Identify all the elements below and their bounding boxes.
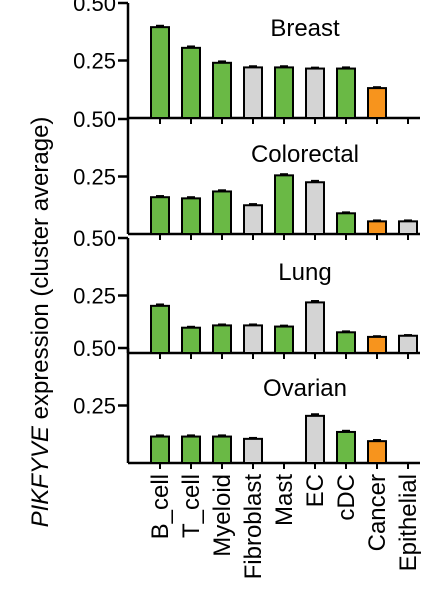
bar-cdc — [336, 67, 356, 120]
panel-title: Breast — [270, 15, 340, 42]
x-tick-label: EC — [302, 474, 329, 507]
bar-t-cell — [181, 435, 201, 464]
panel-ovarian: 0.50 0.25 Ovarian — [73, 336, 420, 469]
x-tick-label: Myeloid — [209, 474, 236, 557]
y-axis-label-rest: expression (cluster average) — [27, 117, 54, 426]
x-tick-labels: B_cell T_cell Myeloid Fibroblast Mast EC cDC Ca… — [147, 474, 422, 580]
bar-cancer — [367, 335, 387, 354]
bar-cancer — [367, 220, 387, 236]
bar-myeloid — [212, 61, 232, 119]
bar-cancer — [367, 440, 387, 464]
bar-ec — [305, 301, 325, 354]
panel-title: Colorectal — [251, 141, 359, 168]
bar-fibroblast — [243, 437, 263, 465]
x-tick-label: Epithelial — [395, 474, 422, 571]
panel-title: Ovarian — [263, 375, 347, 402]
bar-fibroblast — [243, 324, 263, 354]
y-axis-label: PIKFYVE expression (cluster average) — [27, 117, 54, 528]
x-tick-label: Mast — [271, 474, 298, 526]
x-tick-label: T_cell — [178, 474, 205, 538]
x-tick-label: Cancer — [364, 474, 391, 551]
bar-myeloid — [212, 190, 232, 235]
bar-b-cell — [150, 196, 170, 235]
x-tick-label: cDC — [333, 474, 360, 521]
bar-cdc — [336, 212, 356, 236]
panel-title: Lung — [278, 259, 331, 286]
bar-fibroblast — [243, 204, 263, 235]
bar-b-cell — [150, 304, 170, 355]
bar-cdc — [336, 430, 356, 465]
y-tick-label: 0.25 — [73, 284, 116, 309]
bar-fibroblast — [243, 66, 263, 119]
y-tick-label: 0.50 — [73, 0, 116, 16]
bar-epithelial — [398, 220, 418, 236]
y-tick-label: 0.50 — [73, 107, 116, 132]
y-tick-label: 0.25 — [73, 49, 116, 74]
x-tick-label: B_cell — [147, 474, 174, 539]
x-tick-label: Fibroblast — [240, 474, 267, 580]
bar-mast — [274, 325, 294, 354]
panels: 0.50 0.25 Breast 0.50 0.25 Colorectal 0.50 0.25… — [73, 0, 420, 469]
y-tick-label: 0.50 — [73, 226, 116, 251]
bar-cancer — [367, 87, 387, 119]
y-tick-label: 0.25 — [73, 165, 116, 190]
panel-lung: 0.50 0.25 Lung — [73, 226, 420, 359]
panel-colorectal: 0.50 0.25 Colorectal — [73, 107, 420, 240]
panel-breast: 0.50 0.25 Breast — [73, 0, 420, 124]
y-tick-label: 0.25 — [73, 394, 116, 419]
bar-ec — [305, 414, 325, 465]
y-tick-label: 0.50 — [73, 336, 116, 361]
bar-myeloid — [212, 324, 232, 354]
bar-mast — [274, 174, 294, 236]
bar-cdc — [336, 331, 356, 354]
y-axis-label-italic: PIKFYVE — [27, 425, 54, 527]
bar-t-cell — [181, 46, 201, 119]
bar-t-cell — [181, 326, 201, 355]
bar-t-cell — [181, 197, 201, 236]
bar-b-cell — [150, 26, 170, 119]
bar-ec — [305, 181, 325, 235]
bar-epithelial — [398, 334, 418, 354]
bar-b-cell — [150, 435, 170, 464]
bar-ec — [305, 67, 325, 120]
bar-myeloid — [212, 435, 232, 464]
bar-mast — [274, 66, 294, 119]
